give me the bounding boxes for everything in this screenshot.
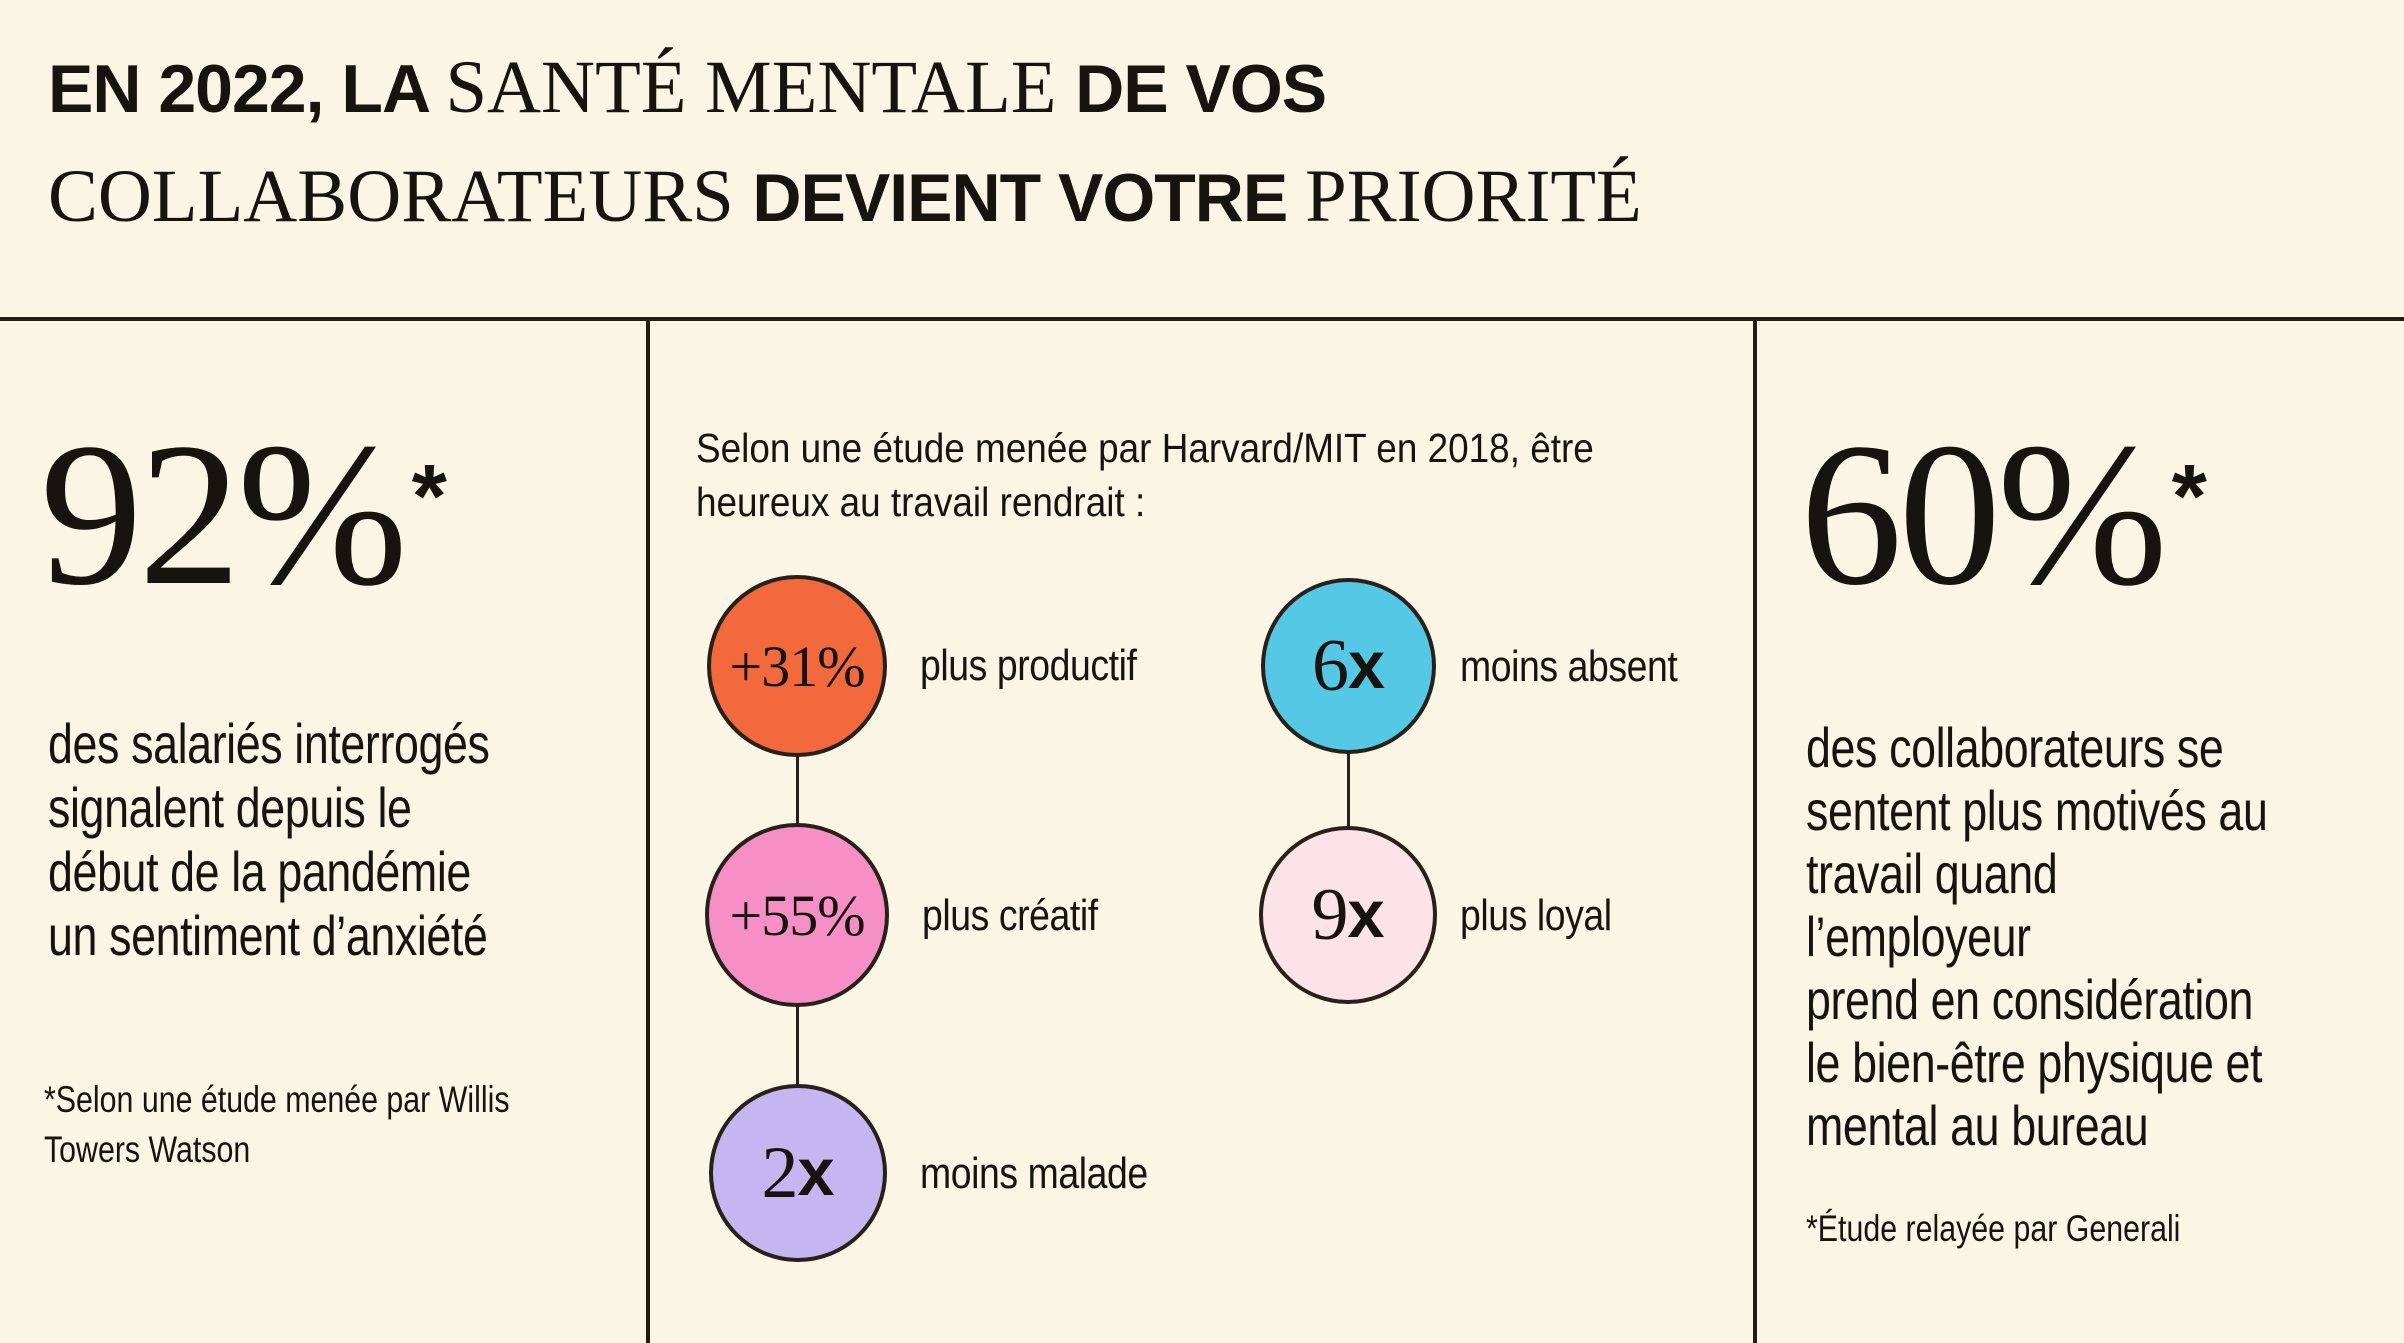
stat-60-percent: 60%* <box>1800 412 2207 617</box>
stat-value: 6 <box>1311 624 1349 707</box>
connector-line-right-chain <box>1347 666 1350 915</box>
right-description: des collaborateurs se sentent plus motiv… <box>1806 716 2268 1157</box>
left-footnote: *Selon une étude menée par Willis Towers… <box>44 1079 510 1170</box>
stat-value: 92% <box>40 401 408 628</box>
title-line-1: EN 2022, LA SANTÉ MENTALE DE VOS <box>48 34 1642 143</box>
stat-label-creative: plus créatif <box>922 891 1098 940</box>
stat-label-absent: moins absent <box>1460 642 1678 691</box>
stat-circle-productive: +31% <box>707 575 887 757</box>
title-segment: SANTÉ MENTALE <box>445 46 1076 129</box>
stat-circle-creative: +55% <box>705 823 889 1007</box>
stat-label-productive: plus productif <box>920 641 1137 690</box>
study-intro-text: Selon une étude menée par Harvard/MIT en… <box>696 425 1594 525</box>
left-description: des salariés interrogés signalent depuis… <box>48 712 490 967</box>
stat-value: +55% <box>729 882 865 948</box>
right-footnote: *Étude relayée par Generali <box>1806 1208 2181 1249</box>
stat-suffix: x <box>797 1136 835 1210</box>
title-line-2: COLLABORATEURS DEVIENT VOTRE PRIORITÉ <box>48 143 1642 252</box>
asterisk: * <box>411 446 447 548</box>
vertical-divider-right <box>1753 317 1757 1343</box>
stat-label-sick: moins malade <box>920 1149 1148 1198</box>
horizontal-divider <box>0 317 2404 321</box>
stat-92-percent: 92%* <box>40 412 447 617</box>
stat-value: 60% <box>1800 401 2168 628</box>
stat-suffix: x <box>1347 878 1385 952</box>
stat-value: 2 <box>761 1131 798 1214</box>
title-segment: DEVIENT VOTRE <box>752 160 1306 236</box>
page-title: EN 2022, LA SANTÉ MENTALE DE VOS COLLABO… <box>48 34 1642 252</box>
title-segment: DE VOS <box>1075 51 1327 127</box>
asterisk: * <box>2171 446 2207 548</box>
title-segment: EN 2022, LA <box>48 51 446 127</box>
stat-value: 9 <box>1311 873 1348 956</box>
stat-label-loyal: plus loyal <box>1460 891 1612 940</box>
title-segment: COLLABORATEURS <box>48 155 753 238</box>
vertical-divider-left <box>646 317 650 1343</box>
title-segment: PRIORITÉ <box>1305 155 1642 238</box>
stat-suffix: x <box>1347 629 1386 703</box>
stat-value: +31% <box>729 633 865 699</box>
